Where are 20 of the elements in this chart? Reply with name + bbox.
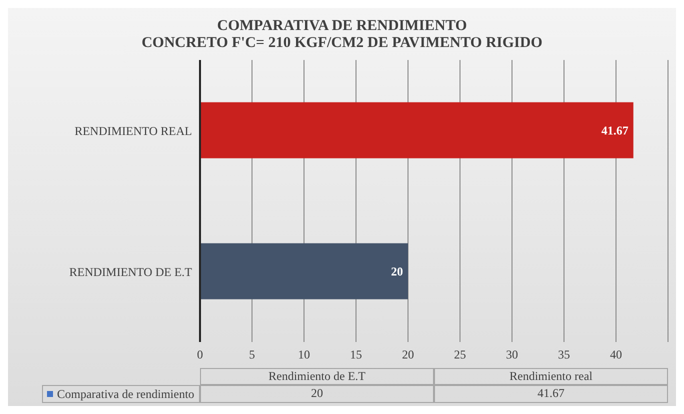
text: Comparativa de rendimiento bbox=[57, 386, 194, 402]
x-tick-label: 30 bbox=[506, 348, 518, 362]
y-tick-label: RENDIMIENTO DE E.T bbox=[69, 264, 193, 279]
text: 20 bbox=[311, 386, 323, 400]
x-tick-label: 0 bbox=[197, 348, 203, 362]
text: Rendimiento real bbox=[434, 368, 668, 385]
data-label: 20 bbox=[391, 264, 403, 279]
y-tick-label: RENDIMIENTO REAL bbox=[74, 124, 192, 138]
chart-subtitle: CONCRETO F'C= 210 KGF/CM2 DE PAVIMENTO RIGIDO bbox=[140, 35, 544, 52]
x-tick-label: 5 bbox=[249, 348, 255, 362]
x-tick-label: 15 bbox=[350, 348, 362, 362]
x-tick-label: 10 bbox=[298, 348, 310, 362]
x-tick-label: 20 bbox=[402, 348, 414, 362]
x-tick-label: 25 bbox=[454, 348, 466, 362]
data-label: 41.67 bbox=[601, 124, 628, 138]
text: 41.67 bbox=[538, 386, 564, 400]
chart-title: COMPARATIVA DE RENDIMIENTO bbox=[216, 18, 468, 35]
x-tick-label: 40 bbox=[610, 348, 622, 362]
x-tick-label: 35 bbox=[558, 348, 570, 362]
text: Rendimiento de E.T bbox=[200, 368, 434, 385]
